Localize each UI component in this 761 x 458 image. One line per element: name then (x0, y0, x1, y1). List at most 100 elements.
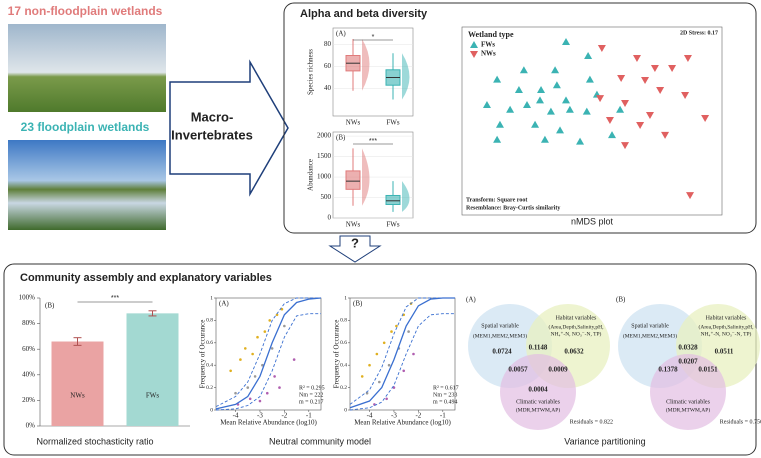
point (562, 38, 570, 46)
y-tick-label: 1500 (317, 152, 332, 160)
residuals: Residuals = 0.822 (570, 419, 613, 425)
point (645, 111, 654, 119)
point (495, 120, 504, 128)
fit-stat: Nm = 222 (299, 392, 323, 398)
venn-value: 0.1378 (658, 366, 678, 374)
caption: nMDS plot (571, 216, 614, 226)
y-axis-label: Frequency of Occurance (199, 320, 207, 389)
y-tick-label: 80 (324, 40, 332, 48)
legend-marker (470, 41, 478, 48)
x-axis-label: Mean Relative Abundance (log10) (220, 419, 317, 427)
point (514, 85, 523, 93)
legend-marker (470, 51, 478, 58)
venn-vars: (MDR,MTWM,AP) (666, 406, 710, 413)
point (270, 347, 274, 350)
y-tick-label: 100% (19, 294, 36, 302)
x-tick-label: FWs (386, 119, 400, 127)
point (229, 369, 232, 373)
point (263, 330, 267, 333)
box (385, 194, 401, 205)
plot-area (332, 27, 414, 117)
point (562, 96, 570, 104)
venn-value: 0.0724 (492, 348, 512, 356)
point (616, 105, 625, 113)
point (585, 75, 594, 83)
point (641, 77, 650, 85)
point (650, 64, 659, 72)
panel-label: (B) (45, 302, 55, 310)
y-tick-label: 0.4 (340, 362, 347, 368)
fit-stat: m = 0.217 (299, 399, 324, 405)
point (390, 330, 393, 333)
point (360, 375, 364, 378)
y-axis-label: Abundance (307, 159, 315, 191)
y-tick-label: 80% (22, 319, 35, 327)
point (506, 105, 515, 113)
curve (215, 313, 321, 411)
point (283, 324, 286, 328)
y-tick-label: 1000 (317, 173, 332, 181)
y-tick-label: 0 (344, 407, 347, 413)
legend-label: NWs (481, 50, 496, 58)
arrow-label: Invertebrates (171, 127, 253, 142)
point (621, 142, 630, 150)
caption: Normalized stochasticity ratio (36, 436, 153, 446)
y-tick-label: 1 (210, 295, 213, 301)
x-tick-label: FWs (386, 221, 400, 229)
point (597, 45, 606, 53)
photo (8, 24, 166, 112)
x-tick-label: -1 (306, 412, 312, 420)
point (537, 85, 546, 93)
question-mark: ? (351, 235, 359, 250)
y-tick-label: 60% (22, 345, 35, 353)
photo-label: 17 non-floodplain wetlands (8, 4, 163, 18)
point (378, 380, 381, 384)
venn-value: 0.0511 (715, 348, 734, 356)
venn-value: 0.0004 (528, 386, 548, 394)
point (636, 121, 645, 129)
significance: * (372, 34, 375, 41)
y-tick-label: 20% (22, 396, 35, 404)
point (412, 352, 415, 356)
venn-value: 0.0151 (698, 366, 718, 374)
point (385, 397, 388, 401)
density (362, 148, 370, 206)
point (546, 107, 555, 115)
point (605, 117, 614, 125)
caption: Neutral community model (269, 436, 371, 446)
y-tick-label: 0% (26, 422, 36, 430)
legend-title: Wetland type (468, 30, 514, 39)
point (551, 66, 560, 74)
point (584, 51, 593, 59)
point (268, 319, 272, 322)
density (362, 39, 370, 91)
point (258, 399, 262, 403)
x-axis-label: Mean Relative Abundance (log10) (354, 419, 451, 427)
venn-title: Habitat variables (556, 315, 597, 321)
point (256, 335, 259, 339)
point (596, 95, 605, 103)
x-tick-label: -2 (281, 412, 287, 420)
venn-vars: NH₄⁺-N, NO₃⁻-N, TP) (551, 330, 602, 337)
point (621, 99, 630, 107)
point (576, 137, 585, 145)
fit-stat: m = 0.494 (433, 399, 458, 405)
y-tick-label: 0.2 (206, 385, 213, 391)
panel-label: (B) (353, 300, 363, 308)
panel-label: (A) (466, 296, 476, 304)
curve (349, 313, 455, 411)
venn-value: 0.1148 (529, 344, 548, 352)
arrow-label: Macro- (191, 109, 234, 124)
point (683, 55, 692, 63)
x-tick-label: -3 (391, 412, 397, 420)
point (617, 74, 626, 82)
point (536, 96, 544, 104)
point (387, 363, 391, 367)
venn-title: Climatic variables (516, 399, 560, 405)
bar-label: NWs (70, 392, 85, 400)
photo-label: 23 floodplain wetlands (21, 120, 150, 134)
photo (8, 140, 166, 230)
curve (215, 297, 321, 408)
y-tick-label: 0.4 (206, 362, 213, 368)
y-tick-label: 0.8 (340, 318, 347, 324)
